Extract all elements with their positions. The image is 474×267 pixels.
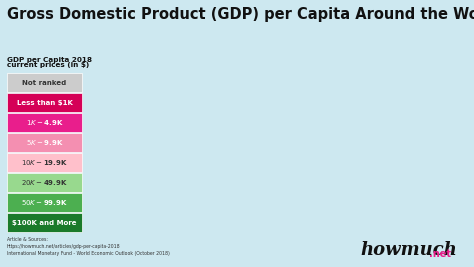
Text: current prices (in $): current prices (in $) <box>7 62 90 68</box>
Text: .net: .net <box>429 249 451 259</box>
Text: $100K and More: $100K and More <box>12 220 77 226</box>
Text: $10K - $19.9K: $10K - $19.9K <box>21 158 68 167</box>
Text: $20K - $49.9K: $20K - $49.9K <box>21 178 68 187</box>
Text: howmuch: howmuch <box>360 241 457 259</box>
Text: Gross Domestic Product (GDP) per Capita Around the World 2018: Gross Domestic Product (GDP) per Capita … <box>7 7 474 22</box>
Text: Less than $1K: Less than $1K <box>17 100 73 105</box>
Text: $5K - $9.9K: $5K - $9.9K <box>26 138 64 147</box>
Text: GDP per Capita 2018: GDP per Capita 2018 <box>7 57 92 63</box>
Text: $1K - $4.9K: $1K - $4.9K <box>26 118 64 127</box>
Text: Not ranked: Not ranked <box>22 80 67 85</box>
Text: Article & Sources:
https://howmuch.net/articles/gdp-per-capita-2018
Internationa: Article & Sources: https://howmuch.net/a… <box>7 237 170 256</box>
Text: $50K - $99.9K: $50K - $99.9K <box>21 198 68 207</box>
